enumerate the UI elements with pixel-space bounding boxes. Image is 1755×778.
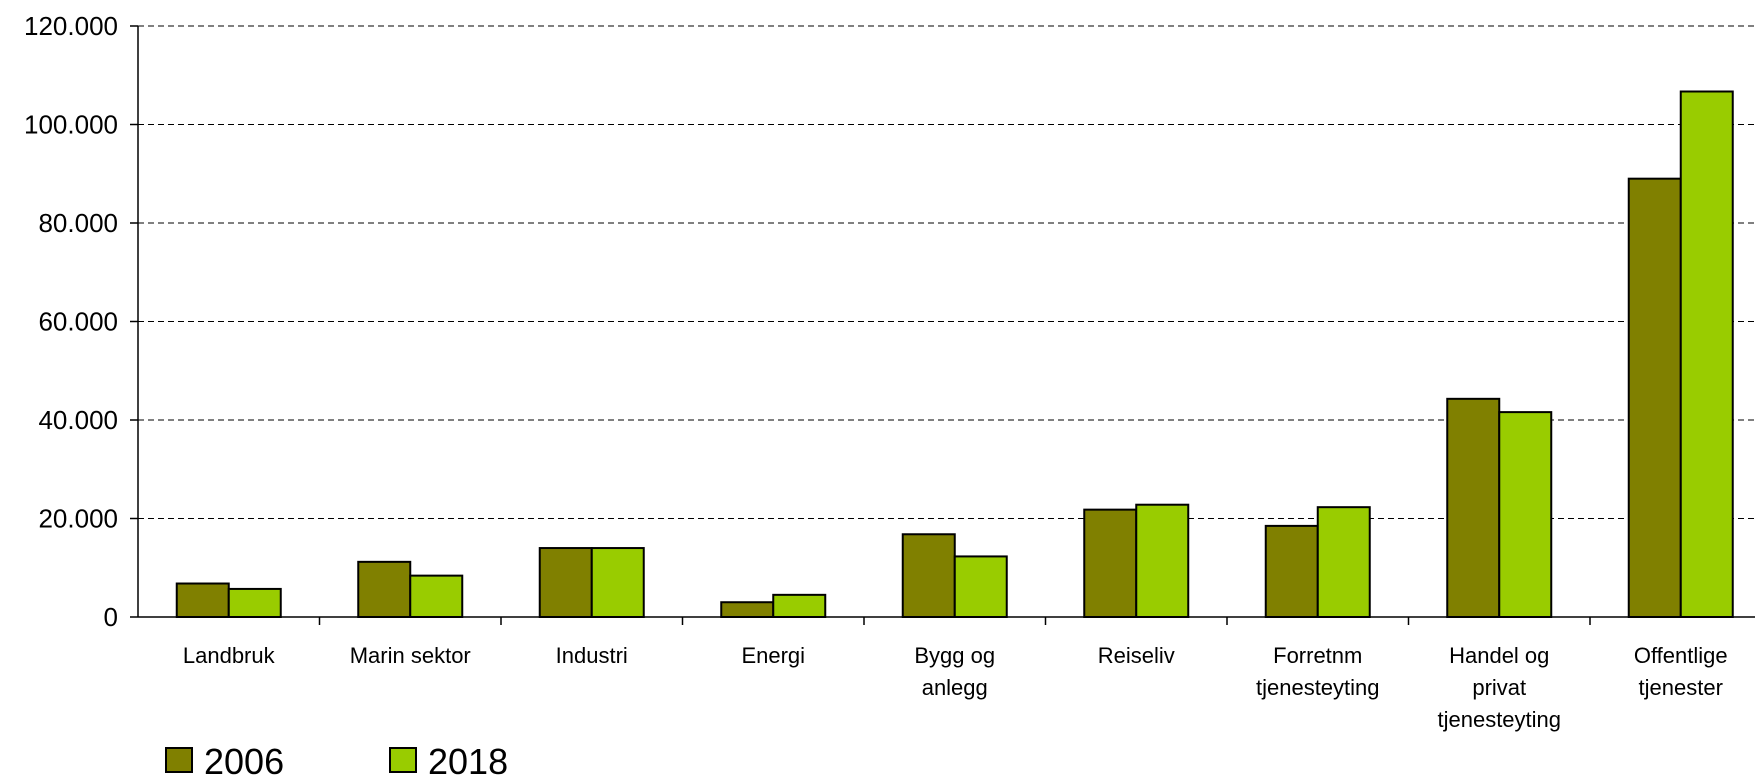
x-category-label: Reiseliv [1098, 643, 1175, 668]
y-tick-label: 0 [104, 602, 118, 632]
bar-2006-0 [175, 582, 230, 619]
bar-2018-4 [953, 555, 1008, 618]
x-category-label: Handel og privat tjenesteyting [1437, 643, 1561, 732]
bar-2006-5 [1083, 508, 1138, 619]
bar-2018-5 [1135, 503, 1190, 618]
x-category-label: Forretnm tjenesteyting [1256, 643, 1380, 700]
bar-2006-6 [1264, 524, 1319, 619]
y-tick-label: 60.000 [38, 307, 118, 337]
bar-2006-4 [901, 533, 956, 619]
bar-2006-2 [538, 547, 593, 618]
bar-2018-2 [590, 547, 645, 618]
x-category-label: Energi [741, 643, 805, 668]
bars [175, 90, 1734, 619]
legend-swatch-2018 [389, 747, 417, 773]
legend: 2006 2018 [165, 741, 508, 778]
y-tick-label: 80.000 [38, 208, 118, 238]
legend-swatch-2006 [165, 747, 193, 773]
bar-2018-0 [227, 587, 282, 618]
x-category-label: Offentlige tjenester [1634, 643, 1728, 700]
bar-2018-1 [409, 574, 464, 619]
bar-2006-7 [1446, 397, 1501, 619]
bar-2018-8 [1679, 90, 1734, 618]
bar-2018-3 [772, 593, 827, 619]
x-category-label: Industri [556, 643, 628, 668]
y-tick-label: 40.000 [38, 405, 118, 435]
x-category-labels: Landbruk Marin sektor Industri Energi Bygg o… [183, 643, 1728, 732]
legend-label-2006: 2006 [204, 741, 284, 778]
legend-label-2018: 2018 [428, 741, 508, 778]
bar-2018-6 [1316, 506, 1371, 618]
bar-2006-8 [1627, 177, 1682, 619]
x-category-label: Bygg og anlegg [914, 643, 995, 700]
y-tick-label: 20.000 [38, 504, 118, 534]
x-category-label: Landbruk [183, 643, 276, 668]
bar-2018-7 [1498, 411, 1553, 618]
bar-2006-1 [357, 560, 412, 619]
y-tick-label: 100.000 [24, 110, 118, 140]
bar-2006-3 [720, 601, 775, 618]
axes [130, 25, 1755, 625]
y-tick-label: 120.000 [24, 11, 118, 41]
y-tick-labels: 0 20.000 40.000 60.000 80.000 100.000 120.000 [24, 11, 118, 632]
x-category-label: Marin sektor [350, 643, 471, 668]
